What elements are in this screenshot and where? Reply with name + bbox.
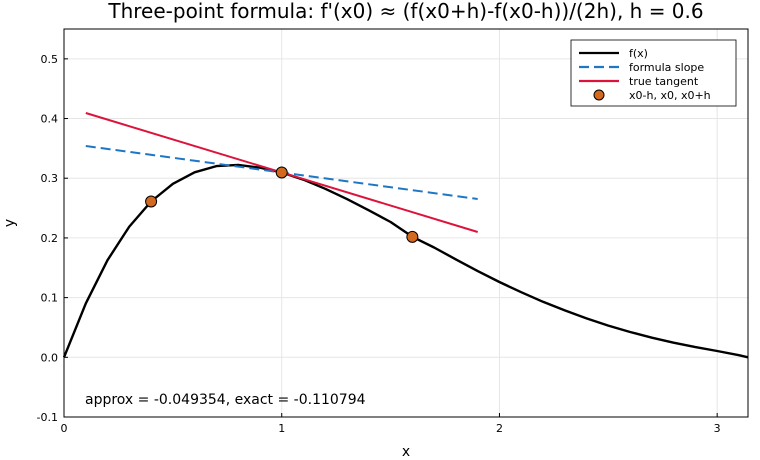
- tick-layer: 0 1 2 3 -0.1 0.0 0.1 0.2 0.3 0.4 0.5: [37, 53, 721, 435]
- chart-title: Three-point formula: f'(x0) ≈ (f(x0+h)-f…: [107, 0, 703, 23]
- y-tick-label: 0.0: [41, 351, 59, 364]
- x-tick-label: 1: [278, 422, 285, 435]
- plot-frame: [63, 28, 749, 418]
- y-tick-label: 0.4: [41, 113, 59, 126]
- x-tick-label: 3: [714, 422, 721, 435]
- series-f-x-line: [62, 163, 749, 359]
- x-tick-label: 0: [61, 422, 68, 435]
- x-axis-label: x: [402, 444, 410, 460]
- data-point: [145, 195, 158, 208]
- legend-swatch: [593, 89, 605, 101]
- legend-entry-label: f(x): [629, 47, 648, 60]
- data-point: [275, 166, 288, 179]
- annotation: approx = -0.049354, exact = -0.110794: [85, 392, 366, 408]
- series-layer: [62, 112, 749, 359]
- y-axis-label: y: [2, 219, 18, 227]
- y-tick-label: -0.1: [37, 411, 58, 424]
- legend-entry-label: formula slope: [629, 61, 704, 74]
- x-tick-label: 2: [496, 422, 503, 435]
- y-tick-label: 0.2: [41, 232, 59, 245]
- data-point: [406, 230, 419, 243]
- y-tick-label: 0.1: [41, 292, 59, 305]
- legend-entry-label: true tangent: [629, 75, 699, 88]
- legend-entry-label: x0-h, x0, x0+h: [629, 89, 711, 102]
- y-tick-label: 0.5: [41, 53, 59, 66]
- y-tick-label: 0.3: [41, 172, 59, 185]
